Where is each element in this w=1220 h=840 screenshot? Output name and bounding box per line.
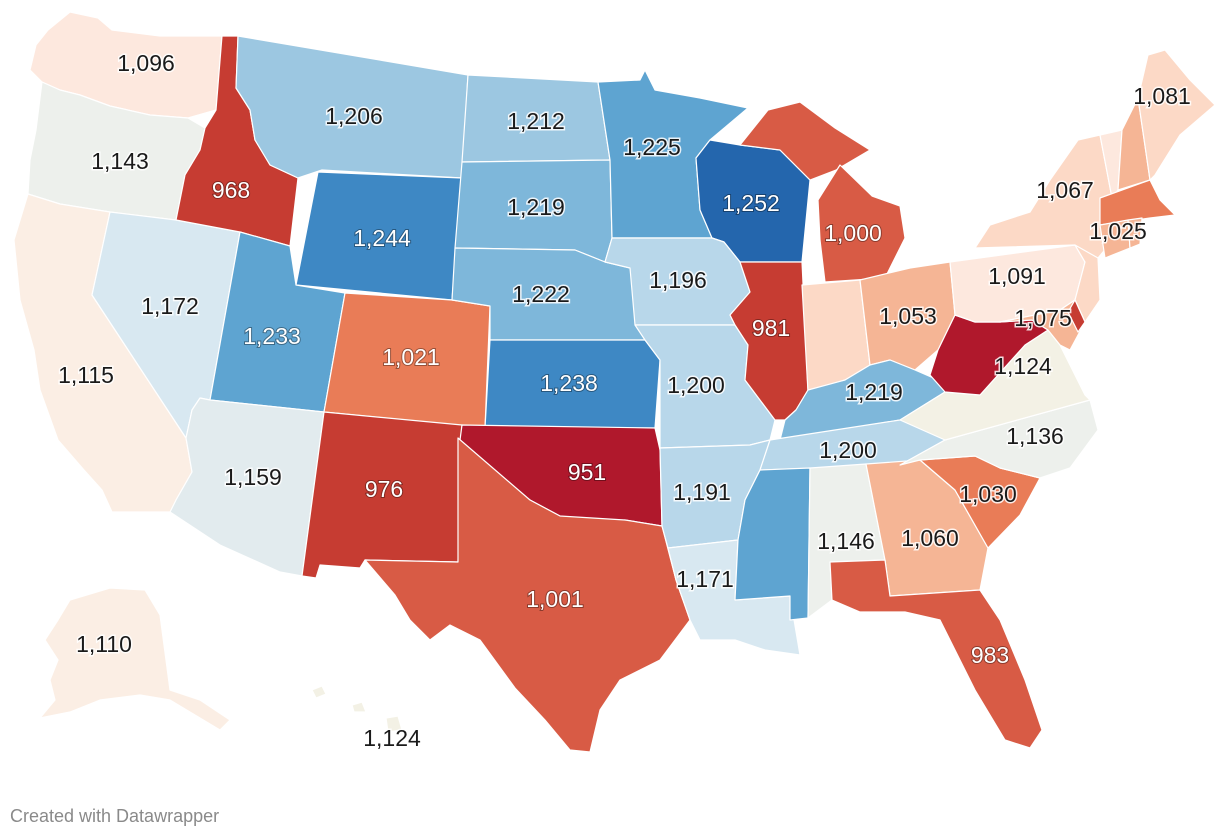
label-nv: 1,172: [141, 293, 199, 319]
label-ok: 951: [568, 459, 606, 485]
state-tx[interactable]: [364, 437, 691, 753]
label-wy: 1,244: [353, 225, 411, 251]
state-ak[interactable]: [39, 587, 231, 731]
label-nm: 976: [365, 476, 403, 502]
label-sc: 1,030: [959, 481, 1017, 507]
label-pa: 1,091: [988, 263, 1046, 289]
label-ak: 1,110: [76, 631, 132, 657]
label-al: 1,146: [817, 528, 875, 554]
label-ca: 1,115: [58, 362, 114, 388]
label-nd: 1,212: [507, 108, 565, 134]
state-ks[interactable]: [484, 339, 661, 429]
state-wi[interactable]: [695, 139, 811, 263]
label-fl: 983: [971, 642, 1009, 668]
credit-text: Created with Datawrapper: [10, 806, 220, 826]
label-tx: 1,001: [526, 586, 584, 612]
state-ri[interactable]: [1127, 217, 1143, 249]
state-de[interactable]: [1067, 299, 1086, 333]
label-ky: 1,219: [845, 379, 903, 405]
label-va: 1,124: [994, 353, 1052, 379]
state-md[interactable]: [999, 299, 1086, 351]
label-md: 1,075: [1014, 305, 1072, 331]
label-oh: 1,053: [879, 303, 937, 329]
label-ut: 1,233: [243, 323, 301, 349]
state-fl[interactable]: [829, 559, 1043, 749]
state-hi[interactable]: [311, 685, 403, 733]
label-ar: 1,191: [673, 479, 731, 505]
label-wa: 1,096: [117, 50, 175, 76]
label-id: 968: [212, 177, 250, 203]
label-ga: 1,060: [901, 525, 959, 551]
state-me[interactable]: [1137, 49, 1216, 181]
label-il: 981: [752, 315, 790, 341]
label-me: 1,081: [1133, 83, 1191, 109]
label-nc: 1,136: [1006, 423, 1064, 449]
label-la: 1,171: [676, 566, 734, 592]
label-mi: 1,000: [824, 220, 882, 246]
label-az: 1,159: [224, 464, 282, 490]
label-wi: 1,252: [722, 190, 780, 216]
label-sd: 1,219: [507, 194, 565, 220]
label-mn: 1,225: [623, 134, 681, 160]
label-ma: 1,025: [1089, 218, 1147, 244]
label-or: 1,143: [91, 148, 149, 174]
state-mi[interactable]: [817, 164, 906, 283]
label-hi: 1,124: [363, 725, 421, 751]
state-mi-upper[interactable]: [739, 101, 871, 181]
label-mo: 1,200: [667, 372, 725, 398]
label-tn: 1,200: [819, 437, 877, 463]
label-mt: 1,206: [325, 103, 383, 129]
label-ks: 1,238: [540, 370, 598, 396]
label-ny: 1,067: [1036, 177, 1094, 203]
state-co[interactable]: [323, 292, 491, 429]
label-ia: 1,196: [649, 267, 707, 293]
label-ne: 1,222: [512, 281, 570, 307]
label-co: 1,021: [382, 344, 440, 370]
